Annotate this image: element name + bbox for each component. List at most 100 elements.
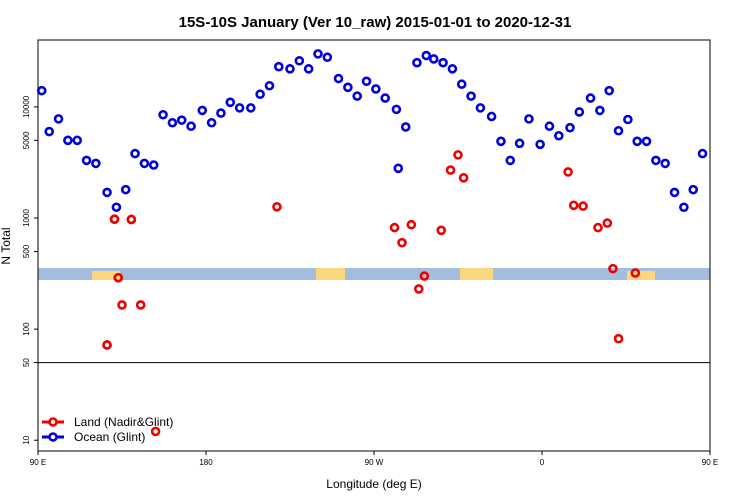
legend-entry-ocean: Ocean (Glint) <box>42 430 145 444</box>
y-tick-label: 100 <box>22 322 31 336</box>
y-tick-label: 5000 <box>22 131 31 149</box>
y-axis: 10 50 100 500 1000 5000 10000 <box>22 95 38 445</box>
data-point <box>130 148 140 159</box>
chart-title: 15S-10S January (Ver 10_raw) 2015-01-01 … <box>179 14 572 31</box>
data-point <box>234 103 245 113</box>
series-land <box>102 150 641 437</box>
data-point <box>412 57 422 68</box>
data-point <box>343 82 353 93</box>
data-point <box>109 214 120 225</box>
data-point <box>593 222 603 233</box>
data-point <box>574 107 585 117</box>
data-point <box>608 263 618 274</box>
data-point <box>81 155 92 166</box>
data-point <box>148 160 159 170</box>
data-point <box>206 117 217 128</box>
x-axis: 90 E 180 90 W 0 90 E <box>30 451 718 467</box>
data-points <box>36 49 708 437</box>
data-point <box>102 187 112 198</box>
data-point <box>623 114 633 125</box>
data-point <box>535 139 545 150</box>
x-tick-label: 180 <box>199 458 213 467</box>
data-point <box>602 218 613 228</box>
data-point <box>421 50 432 61</box>
data-point <box>453 150 463 160</box>
data-point <box>389 222 400 233</box>
data-point <box>496 136 506 147</box>
y-tick-label: 500 <box>22 244 31 258</box>
data-point <box>113 272 124 283</box>
data-point <box>246 103 256 113</box>
data-point <box>456 79 467 90</box>
legend-label-ocean: Ocean (Glint) <box>74 430 145 444</box>
data-point <box>225 97 236 108</box>
data-point <box>447 64 458 74</box>
data-point <box>397 237 407 248</box>
data-point <box>660 158 671 169</box>
data-point <box>102 340 112 350</box>
data-point <box>44 126 55 137</box>
data-point <box>285 64 295 74</box>
data-point <box>400 122 411 132</box>
data-point <box>419 271 430 281</box>
data-point <box>630 268 641 278</box>
data-point <box>63 135 73 146</box>
data-point <box>352 91 363 101</box>
data-point <box>176 115 187 125</box>
data-point <box>585 93 596 103</box>
data-point <box>322 52 333 63</box>
data-point <box>380 93 391 103</box>
data-point <box>272 202 282 212</box>
data-point <box>150 426 161 437</box>
data-point <box>197 105 208 116</box>
data-point <box>475 103 486 113</box>
data-point <box>158 109 168 120</box>
data-point <box>544 121 555 132</box>
data-point <box>613 125 624 136</box>
data-point <box>563 167 573 177</box>
data-point <box>413 284 424 294</box>
data-point <box>186 121 196 132</box>
data-point <box>641 136 652 147</box>
legend-marker-ocean <box>48 432 58 442</box>
data-point <box>697 148 708 159</box>
land-americas <box>316 268 345 280</box>
x-axis-label: Longitude (deg E) <box>326 477 421 491</box>
data-point <box>264 80 275 91</box>
y-tick-label: 10000 <box>22 95 31 118</box>
data-point <box>91 158 101 169</box>
data-point <box>428 54 439 64</box>
data-point <box>294 55 305 66</box>
data-point <box>651 155 661 166</box>
data-point <box>436 225 447 236</box>
data-point <box>393 163 404 174</box>
data-point <box>578 201 588 211</box>
series-ocean <box>36 49 708 213</box>
data-point <box>445 165 456 175</box>
y-axis-label: N Total <box>0 227 13 264</box>
legend: Land (Nadir&Glint) Ocean (Glint) <box>42 415 173 444</box>
data-point <box>391 104 402 115</box>
land-australia-west <box>92 271 120 280</box>
data-point <box>679 202 689 213</box>
data-point <box>565 122 575 133</box>
data-point <box>167 117 178 128</box>
data-point <box>524 114 534 124</box>
y-tick-label: 1000 <box>22 209 31 227</box>
data-point <box>595 105 605 116</box>
x-tick-label: 0 <box>540 458 545 467</box>
data-point <box>604 85 615 96</box>
x-tick-label: 90 W <box>365 458 384 467</box>
y-tick-label: 50 <box>22 358 31 367</box>
data-point <box>613 333 624 344</box>
data-point <box>139 158 150 169</box>
data-point <box>111 202 122 213</box>
land-africa <box>460 268 493 280</box>
data-point <box>514 138 525 149</box>
data-point <box>255 89 265 100</box>
data-point <box>688 184 699 195</box>
data-point <box>53 114 64 124</box>
data-point <box>669 187 680 198</box>
